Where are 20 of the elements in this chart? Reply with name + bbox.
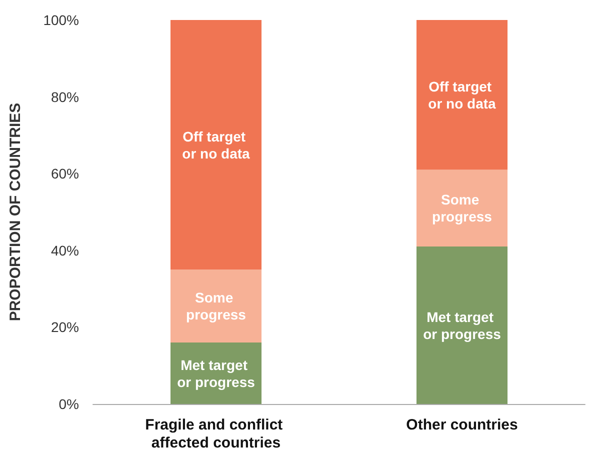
y-axis-title: PROPORTION OF COUNTRIES [7, 102, 24, 322]
text: Met target or progress [423, 308, 501, 342]
y-tick-label: 40% [50, 242, 79, 258]
text: Off target or no data [428, 78, 496, 112]
text: Some progress [432, 192, 492, 225]
bar [416, 20, 508, 170]
bar [170, 270, 262, 343]
bar [170, 20, 262, 270]
series-label: Some progress [186, 290, 246, 323]
series-label: Off target or no data [182, 128, 250, 162]
y-tick-label: 80% [50, 88, 79, 105]
y-tick-label: 100% [43, 12, 79, 28]
x-tick-label: Other countries [406, 416, 518, 434]
y-tick-label: 20% [50, 319, 79, 336]
x-tick-label: Fragile and conflict affected countries [145, 416, 287, 452]
bar [416, 170, 508, 247]
y-tick-label: 60% [50, 166, 79, 182]
bar [416, 246, 508, 404]
series-label: Met target or progress [177, 356, 256, 390]
y-tick-label: 0% [58, 396, 79, 412]
